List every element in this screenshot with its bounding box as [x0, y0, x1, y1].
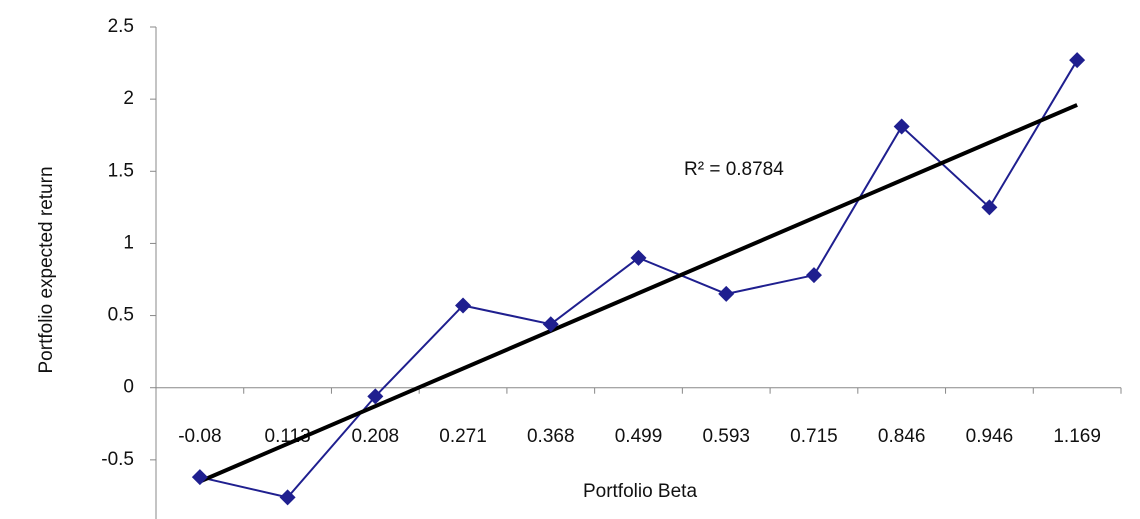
x-tick-label: 0.113 [265, 426, 311, 447]
x-tick-label: 0.499 [615, 426, 663, 447]
marker [718, 285, 735, 302]
x-tick-label: 0.946 [966, 426, 1014, 447]
x-tick-label: 0.846 [878, 426, 926, 447]
x-tick-label: 0.593 [702, 426, 750, 447]
marker [191, 469, 208, 486]
marker [279, 489, 296, 506]
y-tick-label: 2.5 [108, 16, 134, 37]
marker [455, 297, 472, 314]
marker [805, 267, 822, 284]
x-tick-label: -0.08 [178, 426, 221, 447]
x-tick-label: 0.368 [527, 426, 575, 447]
x-tick-label: 0.271 [439, 426, 487, 447]
x-tick-label: 1.169 [1053, 426, 1101, 447]
marker [893, 118, 910, 135]
y-axis-title: Portfolio expected return [36, 166, 57, 373]
marker [542, 316, 559, 333]
y-tick-label: 1 [123, 232, 134, 253]
y-tick-label: 0 [123, 377, 134, 398]
annotation: R² = 0.8784 [684, 159, 784, 180]
y-tick-label: 2 [123, 88, 134, 109]
y-tick-label: -0.5 [101, 449, 134, 470]
x-axis-title: Portfolio Beta [583, 481, 697, 502]
y-tick-label: 1.5 [108, 160, 134, 181]
y-tick-label: 0.5 [108, 305, 134, 326]
marker [981, 199, 998, 216]
marker [367, 388, 384, 405]
trendline [199, 103, 1078, 484]
x-tick-label: 0.208 [352, 426, 400, 447]
x-tick-label: 0.715 [790, 426, 838, 447]
marker [1069, 52, 1086, 69]
marker [630, 249, 647, 266]
